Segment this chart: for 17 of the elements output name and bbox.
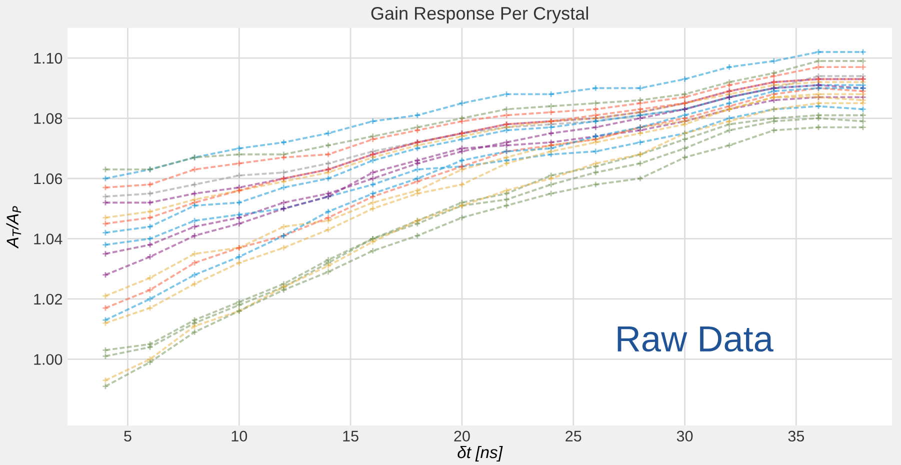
x-tick-label: 15 (343, 430, 358, 442)
x-tick-label: 35 (788, 430, 804, 442)
x-tick-label: 20 (454, 430, 470, 442)
y-tick-label: 1.06 (34, 173, 62, 184)
y-tick-label: 1.00 (34, 354, 62, 365)
y-tick-label: 1.08 (34, 113, 62, 124)
x-tick-label: 5 (124, 430, 132, 442)
y-axis-title: A$_{T}$/A$_{P}$ (6, 206, 22, 249)
chart-title: Gain Response Per Crystal (371, 6, 588, 24)
annotation: Raw Data (618, 326, 774, 352)
y-tick-label: 1.04 (34, 234, 62, 244)
y-tick-label: 1.02 (34, 294, 62, 305)
x-tick-label: 30 (676, 430, 693, 442)
y-tick-label: 1.10 (34, 52, 62, 64)
x-axis-title: δt [ns] (458, 446, 503, 462)
x-tick-label: 25 (566, 430, 582, 442)
x-tick-label: 10 (232, 430, 248, 442)
